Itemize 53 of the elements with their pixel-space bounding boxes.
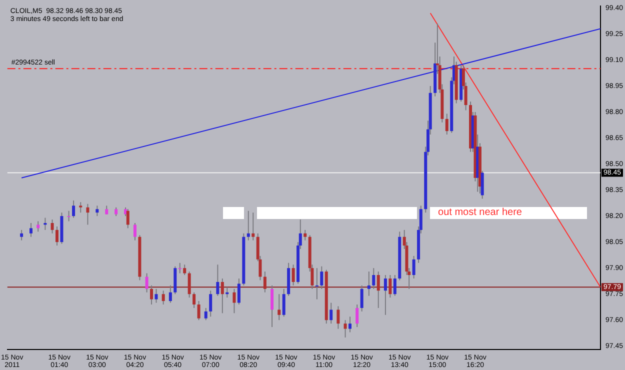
candlestick — [376, 271, 380, 308]
candlestick — [36, 220, 40, 232]
candlestick — [96, 205, 99, 217]
candlestick — [278, 294, 281, 321]
label-box: out most near here — [430, 207, 587, 219]
candlestick — [367, 271, 370, 296]
candlestick — [232, 288, 236, 314]
candlestick — [360, 284, 364, 312]
candlestick — [197, 300, 200, 321]
candlestick — [150, 284, 154, 306]
candlestick — [336, 306, 340, 330]
candlestick — [67, 210, 70, 222]
candlestick — [252, 212, 255, 241]
candlestick — [372, 268, 376, 290]
candlestick — [220, 278, 224, 314]
candlestick — [20, 229, 24, 241]
candlestick — [56, 226, 58, 246]
candlestick — [263, 271, 266, 293]
candlestick — [72, 200, 76, 218]
candlestick — [50, 219, 54, 234]
candlestick — [168, 284, 172, 304]
candlestick — [133, 222, 136, 241]
candlestick — [126, 208, 130, 229]
candlestick — [86, 203, 90, 226]
candlestick — [315, 268, 318, 300]
candlestick — [344, 320, 347, 338]
candlestick — [292, 264, 295, 286]
candlestick — [356, 304, 359, 328]
candlestick — [388, 274, 392, 298]
candlestick — [246, 210, 250, 241]
candlestick — [183, 264, 186, 276]
candlestick — [304, 229, 307, 241]
candlestick — [384, 274, 387, 316]
candlestick — [162, 290, 165, 306]
candlestick — [154, 288, 158, 304]
candlestick — [30, 222, 33, 238]
candlestick — [204, 307, 208, 321]
candlestick — [348, 316, 352, 333]
candlestick — [216, 264, 220, 296]
candlestick — [445, 113, 448, 136]
candlestick — [192, 292, 196, 308]
candlestick — [79, 202, 82, 214]
candlestick — [237, 278, 240, 306]
candlestick — [320, 266, 324, 290]
candlestick — [209, 290, 212, 318]
candlestick — [412, 255, 416, 279]
candlestick — [330, 302, 333, 324]
candlestick — [282, 288, 286, 318]
candlestick — [188, 271, 191, 298]
candlestick — [393, 274, 396, 296]
candlestick — [178, 262, 182, 274]
candlestick — [145, 272, 148, 293]
candlestick — [270, 284, 274, 328]
